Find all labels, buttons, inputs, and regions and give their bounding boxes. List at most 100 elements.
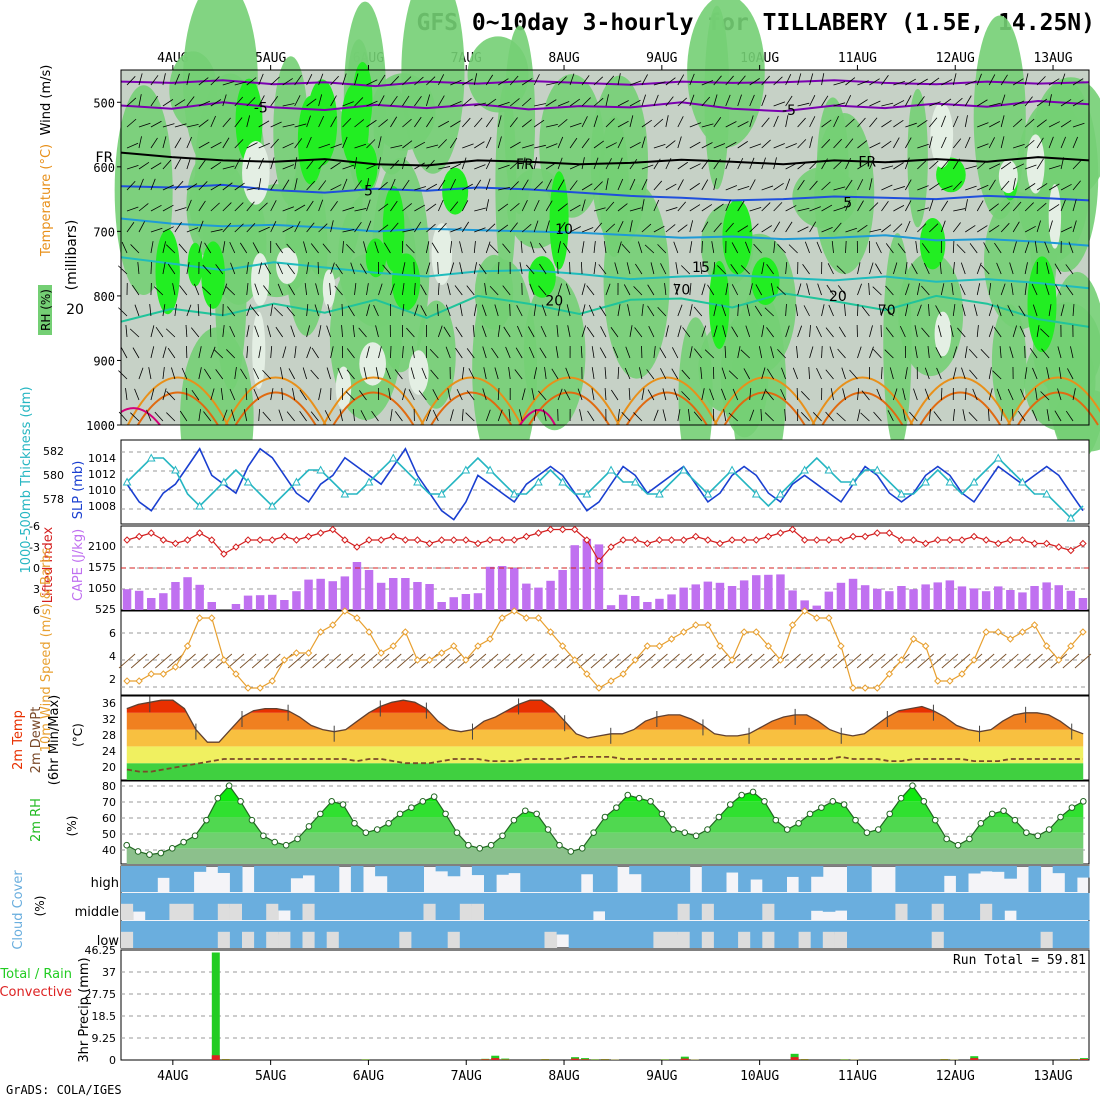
rh-fill-light [930, 102, 954, 168]
rh-point [271, 838, 279, 846]
wind-barb [917, 207, 930, 212]
rh-fill-light [322, 269, 336, 308]
lifted-point [921, 539, 930, 548]
cloud-cell [411, 921, 424, 948]
wind-barb [426, 203, 437, 212]
thickness-point [1018, 477, 1027, 486]
wind-barb [162, 304, 166, 317]
wind-barb [557, 241, 561, 254]
wind10-point [813, 614, 821, 622]
wind-barb [354, 180, 362, 191]
wind-barb [402, 179, 410, 191]
wind-barb [374, 241, 379, 254]
cloud-cell [762, 921, 775, 935]
cloud-cell [242, 893, 255, 920]
lifted-point [1079, 539, 1087, 548]
wind-barb [485, 74, 494, 86]
wind-barb [965, 80, 977, 86]
wind-barb [821, 158, 828, 170]
cape-bar [957, 586, 967, 610]
left-tick: 9.25 [92, 1032, 117, 1045]
cloud-cell [1052, 893, 1066, 920]
lifted-point [244, 536, 252, 544]
wind-barb [120, 347, 128, 359]
wind-barb [426, 223, 436, 233]
wind-barb [186, 136, 193, 149]
wind-barb [701, 240, 703, 254]
wind-barb [665, 207, 678, 212]
cloud-cell [798, 893, 812, 920]
wind-barb [629, 99, 641, 107]
wind-barb-10m [348, 653, 366, 669]
x-tick-label-bottom: 6AUG [353, 1069, 384, 1084]
wind-barb [941, 79, 953, 86]
isotherm-warm [518, 376, 620, 426]
wind-barb [980, 264, 990, 275]
cape-bar [667, 594, 676, 610]
isotherm-warm [126, 376, 229, 426]
y-tick-label: 800 [93, 290, 115, 304]
wind-barb [210, 141, 222, 149]
cloud-cell [895, 866, 908, 892]
lifted-point [1018, 536, 1027, 544]
wind-barb [821, 139, 831, 149]
wind-barb [773, 157, 777, 170]
wind-barb [647, 305, 655, 317]
temp-line [126, 699, 1084, 743]
wind-barb [605, 118, 615, 128]
wind-barb-10m [469, 653, 487, 669]
wind-barb [885, 285, 894, 296]
wind10-point [958, 670, 966, 678]
wind-barb [497, 261, 500, 275]
wind-barb [624, 367, 631, 380]
lifted-point [135, 532, 143, 541]
wind-barb [689, 122, 702, 128]
isotherm-warm [713, 376, 816, 426]
wind-barb [429, 349, 439, 359]
cloud-cell [617, 893, 630, 920]
lifted-point [861, 532, 869, 541]
wind-barb [701, 123, 714, 128]
cloud-cell [193, 893, 207, 920]
wind-barb [721, 367, 727, 380]
lifted-point [958, 536, 966, 544]
wind-barb [341, 325, 343, 338]
wind-barb [952, 222, 961, 233]
lifted-point [268, 536, 276, 544]
cape-bar [122, 589, 132, 610]
wind-barb [861, 306, 870, 317]
wind-barb [721, 304, 727, 317]
wind-barb [935, 305, 942, 317]
wind-barb [167, 263, 176, 275]
wind-barb-10m [989, 653, 1007, 669]
wind-barb [924, 367, 930, 380]
wind-barb [347, 305, 355, 317]
thickness-point [630, 477, 640, 486]
wind-barb [593, 115, 598, 128]
wind-barb [993, 327, 1002, 338]
rh-fill-green [373, 86, 410, 175]
wind-barb [873, 411, 882, 422]
wind-barb [929, 101, 941, 107]
lifted-point [365, 536, 373, 544]
wind-barb [130, 244, 140, 254]
wind-barb [701, 96, 711, 107]
wind-barb [521, 97, 532, 107]
wind-barb [288, 368, 296, 380]
wind-barb [534, 144, 546, 149]
cloud-cell [750, 866, 763, 880]
isotherm-line [120, 79, 1090, 88]
wind-barb [126, 221, 135, 233]
wind-barb [210, 99, 222, 107]
temp-band [126, 746, 1084, 764]
wind-barb [881, 75, 889, 86]
cloud-cell [738, 893, 751, 920]
wind-barb [647, 389, 655, 401]
left-tick: 580 [43, 469, 64, 482]
wind-barb [394, 411, 403, 422]
wind-barb [350, 262, 355, 275]
cloud-gap [834, 931, 848, 948]
wind10-point [534, 614, 543, 622]
wind-barb [964, 199, 968, 212]
wind-barb [653, 81, 666, 86]
